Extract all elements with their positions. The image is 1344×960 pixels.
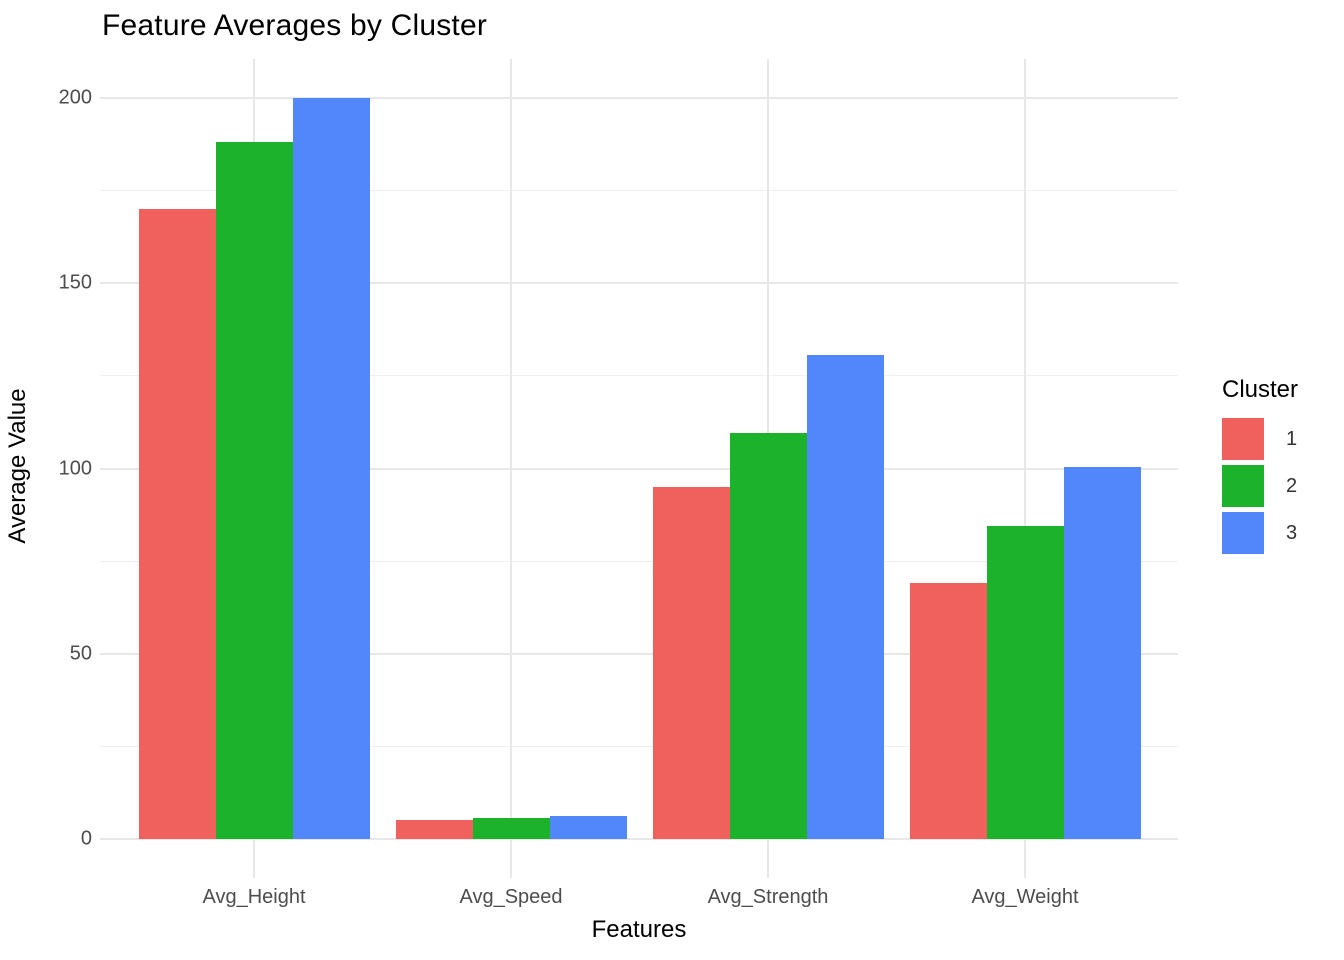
legend-item-cluster-1: 1 [1222, 418, 1344, 460]
bar-avg_weight-cluster-3 [1063, 466, 1141, 839]
bar-avg_weight-cluster-1 [909, 583, 987, 839]
bar-avg_height-cluster-3 [292, 98, 370, 839]
x-tick-label-avg_weight: Avg_Weight [971, 886, 1079, 908]
gridline-minor-y125 [100, 375, 1178, 377]
x-axis-title: Features [591, 916, 687, 943]
bar-avg_speed-cluster-3 [549, 815, 627, 839]
chart-title: Feature Averages by Cluster [102, 9, 488, 42]
x-tick-label-avg_strength: Avg_Strength [707, 886, 829, 908]
legend-swatch-cluster-3 [1222, 512, 1264, 554]
bar-avg_height-cluster-2 [215, 142, 293, 839]
gridline-major-y0 [100, 838, 1178, 840]
y-tick-label-200: 200 [58, 86, 92, 109]
y-tick-label-100: 100 [58, 457, 92, 479]
legend-label-cluster-3: 3 [1286, 521, 1298, 544]
gridline-major-x-avg_weight [1024, 59, 1026, 878]
legend-item-cluster-3: 3 [1222, 512, 1344, 554]
bar-avg_strength-cluster-3 [806, 355, 884, 839]
legend-item-cluster-2: 2 [1222, 465, 1344, 507]
legend-label-cluster-2: 2 [1286, 474, 1298, 497]
gridline-major-x-avg_speed [510, 59, 512, 878]
gridline-major-y50 [100, 652, 1178, 655]
bar-avg_height-cluster-1 [138, 209, 216, 839]
gridline-minor-y75 [100, 560, 1178, 562]
bar-avg_speed-cluster-1 [395, 820, 473, 839]
gridline-minor-y25 [100, 745, 1178, 747]
legend-label-cluster-1: 1 [1286, 427, 1298, 450]
x-tick-label-avg_speed: Avg_Speed [459, 886, 563, 908]
bar-avg_weight-cluster-2 [986, 525, 1064, 839]
y-axis-title: Average Value [4, 388, 31, 544]
gridline-major-y200 [100, 97, 1178, 99]
x-tick-label-avg_height: Avg_Height [202, 886, 306, 908]
legend: Cluster 1 2 3 [1222, 376, 1344, 559]
bar-avg_strength-cluster-1 [652, 487, 730, 839]
legend-swatch-cluster-2 [1222, 465, 1264, 507]
y-tick-label-150: 150 [58, 271, 92, 294]
gridline-major-y150 [100, 282, 1178, 285]
bar-avg_speed-cluster-2 [472, 818, 550, 839]
gridline-major-y100 [100, 467, 1178, 470]
y-tick-label-0: 0 [80, 827, 92, 850]
gridline-minor-y175 [100, 190, 1178, 192]
y-tick-label-50: 50 [69, 642, 92, 665]
bar-avg_strength-cluster-2 [729, 433, 807, 839]
legend-swatch-cluster-1 [1222, 418, 1264, 460]
legend-title: Cluster [1222, 376, 1299, 403]
